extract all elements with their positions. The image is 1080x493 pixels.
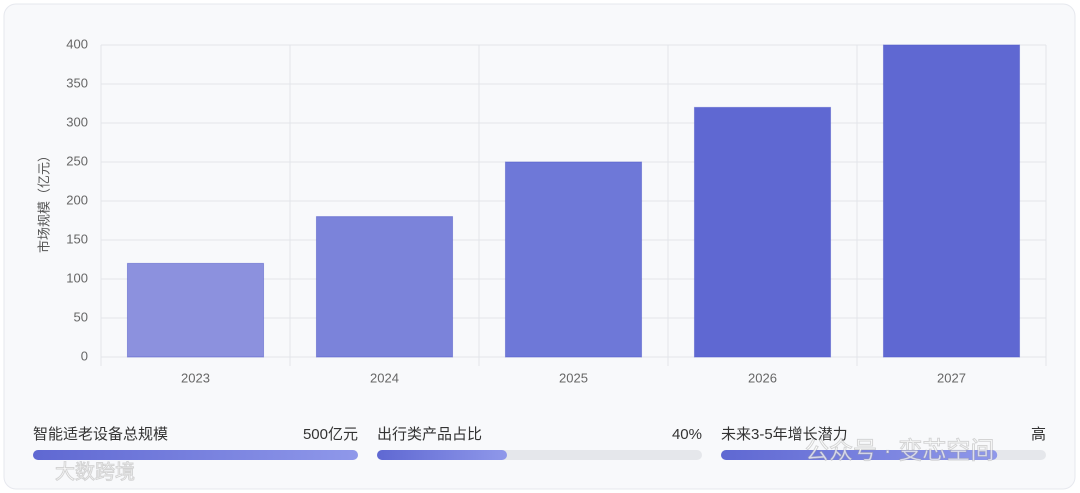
y-tick-label: 200 (66, 192, 88, 207)
y-tick-label: 50 (74, 309, 88, 324)
x-tick-label: 2025 (559, 370, 588, 385)
progress-fill (377, 450, 507, 460)
progress-fill (721, 450, 998, 460)
x-tick-label: 2023 (181, 370, 210, 385)
stat-label: 未来3-5年增长潜力 (721, 426, 848, 443)
y-tick-label: 0 (81, 348, 88, 363)
y-tick-label: 100 (66, 270, 88, 285)
y-tick-label: 400 (66, 36, 88, 51)
x-tick-label: 2026 (748, 370, 777, 385)
y-tick-label: 150 (66, 231, 88, 246)
watermark: 公众号 · 变芯空间 (805, 437, 994, 464)
bar (315, 216, 454, 358)
y-axis-label: 市场规模（亿元） (36, 149, 51, 253)
stat-label: 出行类产品占比 (377, 426, 482, 443)
stat-value: 500亿元 (303, 426, 358, 443)
bar (882, 44, 1021, 358)
bar (504, 161, 643, 358)
progress-fill (33, 450, 358, 460)
bar (126, 262, 265, 358)
y-tick-label: 250 (66, 153, 88, 168)
y-tick-label: 300 (66, 114, 88, 129)
stat-label: 智能适老设备总规模 (33, 425, 168, 443)
y-tick-label: 350 (66, 75, 88, 90)
x-tick-label: 2027 (937, 370, 966, 385)
bar (693, 106, 832, 358)
x-tick-label: 2024 (370, 370, 399, 385)
stat-value: 40% (672, 426, 702, 443)
stat-value: 高 (1031, 426, 1046, 443)
watermark: 大数跨境 (55, 460, 135, 483)
